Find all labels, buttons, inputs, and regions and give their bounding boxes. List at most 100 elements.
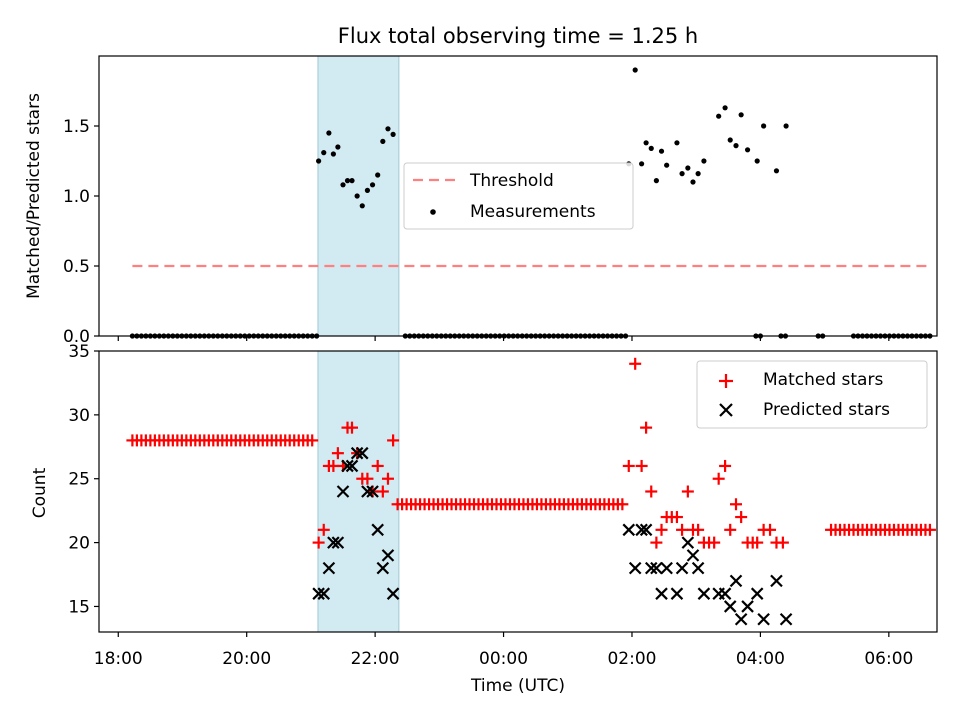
predicted-star-point [381,549,395,562]
predicted-star-point [345,459,359,473]
predicted-star-point [628,561,642,575]
bottom-x-tick-label: 00:00 [479,649,528,669]
measurement-point [716,113,722,119]
predicted-star-point [350,446,364,460]
top-y-tick-label: 1.0 [63,187,90,207]
measurement-point [648,145,654,151]
predicted-star-point [675,561,689,575]
measurement-point [316,158,322,164]
bottom-y-tick-label: 25 [68,470,90,490]
matched-star-point [923,523,936,536]
predicted-star-point [386,587,400,600]
measurement-point [722,105,728,111]
predicted-stars-points [312,446,793,626]
measurement-point [727,137,733,143]
measurement-point [773,168,780,174]
measurement-point [643,140,649,146]
bottom-y-ticks: 15 20 25 30 35 [68,342,99,617]
predicted-star-point [729,574,743,588]
matched-star-point [331,447,344,460]
measurement-point [690,179,696,185]
predicted-star-point [779,612,793,626]
legend-predicted-swatch [719,403,733,417]
bottom-y-tick-label: 35 [68,342,90,362]
matched-star-point [381,472,394,485]
bottom-y-tick-label: 30 [68,406,90,426]
predicted-star-point [635,523,648,537]
matched-star-point [730,498,743,511]
measurement-point [664,162,670,168]
measurement-point [369,182,376,188]
matched-star-point [655,523,668,536]
matched-star-point [387,434,400,447]
matched-star-point [640,421,653,434]
predicted-star-point [723,600,737,613]
measurement-point [653,178,659,184]
matched-star-point [371,459,384,472]
measurement-point [632,67,638,73]
matched-star-point [712,472,725,485]
matched-star-point [676,523,689,536]
predicted-star-point [770,574,783,588]
measurement-point [326,130,332,136]
measurement-point [685,165,691,171]
measurement-point [321,150,327,156]
top-y-tick-label: 0.0 [63,327,90,347]
top-legend-box [403,162,634,230]
top-legend: Threshold Measurements [403,162,634,230]
bottom-y-tick-label: 15 [68,597,90,617]
legend-matched-label: Matched stars [763,370,883,390]
measurement-point [701,158,707,164]
predicted-star-point [660,561,673,575]
x-axis-label: Time (UTC) [470,676,565,696]
measurement-point [375,172,381,178]
measurement-point [679,171,685,177]
predicted-star-point [750,587,764,600]
bottom-x-tick-label: 18:00 [94,649,143,669]
legend-measurements-label: Measurements [470,202,596,222]
measurement-point [344,178,351,184]
predicted-star-point [376,561,390,575]
predicted-star-point [655,587,668,600]
measurement-point [783,123,789,129]
matched-star-point [724,523,737,536]
predicted-star-point [650,561,663,575]
matched-star-point [376,485,389,498]
predicted-star-point [697,587,711,600]
matched-star-point [764,523,777,536]
bottom-legend: Matched stars Predicted stars [696,360,928,429]
bottom-axes-frame [98,350,938,633]
predicted-star-point [361,485,374,498]
predicted-star-point [639,523,653,537]
legend-threshold-label: Threshold [469,171,554,191]
matched-star-point [346,421,359,434]
measurement-point [738,112,744,118]
top-panel: 0.0 0.5 1.0 1.5 Matched/Predicted stars Thr… [24,55,938,347]
measurement-point [330,151,336,157]
bottom-x-tick-label: 04:00 [736,649,785,669]
matched-star-point [670,511,683,524]
predicted-star-point [366,485,379,498]
predicted-star-point [371,523,384,537]
matched-stars-points [126,357,936,549]
predicted-star-point [341,459,354,473]
predicted-star-point [312,587,325,600]
matched-star-point [692,523,705,536]
measurement-point [390,131,396,137]
top-axes-frame [98,55,938,337]
bottom-panel: 15 20 25 30 35 18:00 20:00 22:00 00:00 02:00 04:0… [30,342,938,696]
matched-star-point [361,472,374,485]
legend-matched-swatch [719,374,733,388]
top-y-axis-label: Matched/Predicted stars [24,93,44,299]
predicted-star-point [734,612,748,626]
predicted-star-point [336,485,350,498]
measurement-point [354,193,360,199]
matched-star-point [735,511,748,524]
matched-star-point [645,485,658,498]
predicted-star-point [686,549,700,562]
measurement-point [340,182,346,188]
predicted-star-point [681,536,695,549]
predicted-star-point [757,612,770,626]
bottom-x-ticks: 18:00 20:00 22:00 00:00 02:00 04:00 06:00 [94,632,913,669]
matched-star-point [635,459,648,472]
